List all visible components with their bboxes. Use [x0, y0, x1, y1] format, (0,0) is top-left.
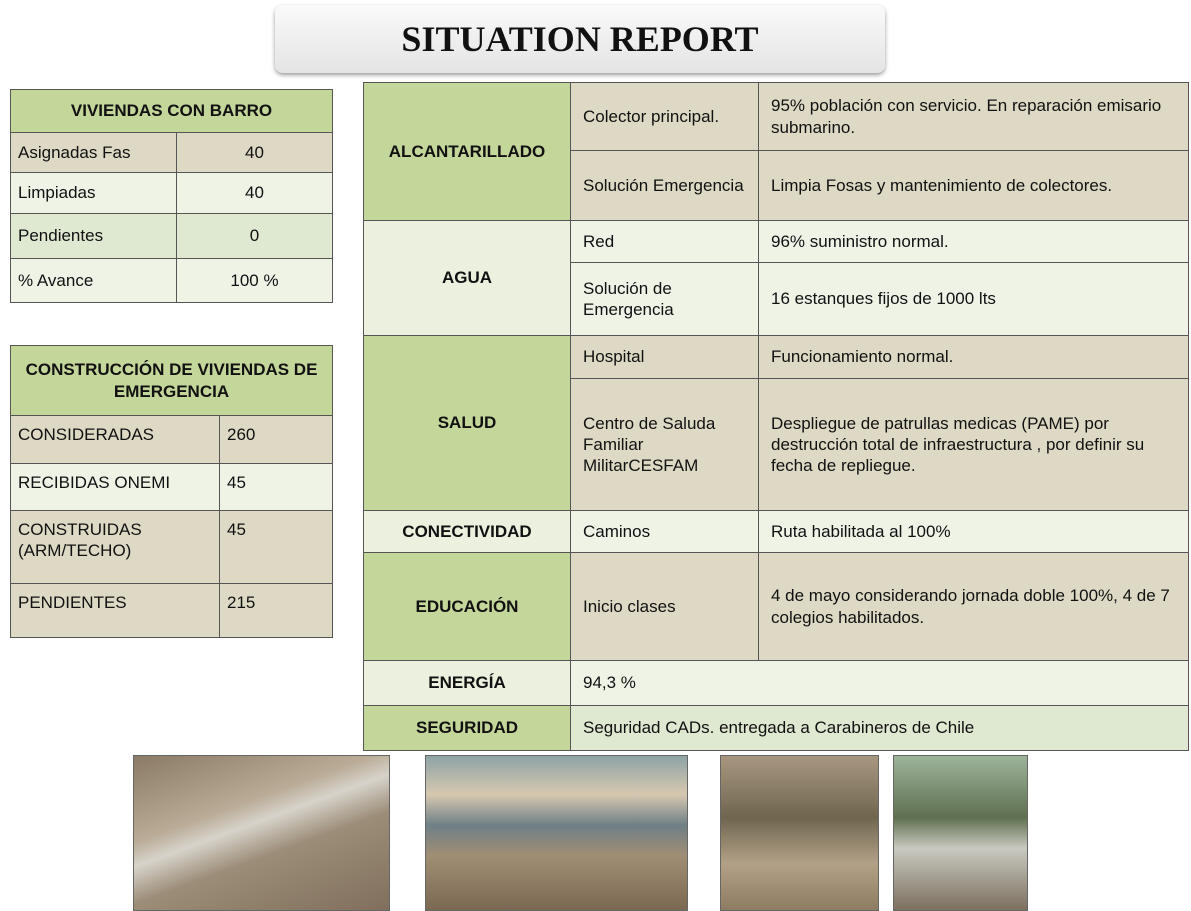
- detail: 96% suministro normal.: [759, 221, 1189, 263]
- item: Centro de Saluda Familiar MilitarCESFAM: [571, 379, 759, 511]
- row-label: PENDIENTES: [11, 584, 220, 638]
- photo: [893, 755, 1028, 911]
- row-label: Limpiadas: [11, 173, 177, 214]
- page: SITUATION REPORT VIVIENDAS CON BARROAsig…: [0, 0, 1191, 909]
- row-value: 45: [220, 511, 333, 584]
- row-label: Asignadas Fas: [11, 133, 177, 173]
- detail: Despliegue de patrullas medicas (PAME) p…: [759, 379, 1189, 511]
- item: Inicio clases: [571, 553, 759, 661]
- row-value: 40: [177, 173, 333, 214]
- section-label: SALUD: [364, 336, 571, 511]
- item: Red: [571, 221, 759, 263]
- detail: Seguridad CADs. entregada a Carabineros …: [571, 706, 1189, 751]
- row-value: 260: [220, 416, 333, 464]
- section-label: ALCANTARILLADO: [364, 83, 571, 221]
- photo: [133, 755, 390, 911]
- detail: Ruta habilitada al 100%: [759, 511, 1189, 553]
- table-header: VIVIENDAS CON BARRO: [11, 90, 333, 133]
- detail: 95% población con servicio. En reparació…: [759, 83, 1189, 151]
- row-value: 100 %: [177, 259, 333, 303]
- detail: 4 de mayo considerando jornada doble 100…: [759, 553, 1189, 661]
- item: Solución de Emergencia: [571, 263, 759, 336]
- item: Colector principal.: [571, 83, 759, 151]
- section-label: EDUCACIÓN: [364, 553, 571, 661]
- row-value: 45: [220, 464, 333, 511]
- row-value: 215: [220, 584, 333, 638]
- row-label: CONSIDERADAS: [11, 416, 220, 464]
- section-label: AGUA: [364, 221, 571, 336]
- item: Hospital: [571, 336, 759, 379]
- table-header: CONSTRUCCIÓN DE VIVIENDAS DE EMERGENCIA: [11, 346, 333, 416]
- row-label: % Avance: [11, 259, 177, 303]
- detail: 94,3 %: [571, 661, 1189, 706]
- section-label: ENERGÍA: [364, 661, 571, 706]
- row-label: RECIBIDAS ONEMI: [11, 464, 220, 511]
- detail: Limpia Fosas y mantenimiento de colector…: [759, 151, 1189, 221]
- photo: [720, 755, 879, 911]
- section-label: SEGURIDAD: [364, 706, 571, 751]
- item: Caminos: [571, 511, 759, 553]
- detail: 16 estanques fijos de 1000 lts: [759, 263, 1189, 336]
- row-value: 40: [177, 133, 333, 173]
- row-label: CONSTRUIDAS (ARM/TECHO): [11, 511, 220, 584]
- title: SITUATION REPORT: [275, 5, 885, 73]
- section-label: CONECTIVIDAD: [364, 511, 571, 553]
- row-value: 0: [177, 214, 333, 259]
- row-label: Pendientes: [11, 214, 177, 259]
- photo: [425, 755, 688, 911]
- item: Solución Emergencia: [571, 151, 759, 221]
- detail: Funcionamiento normal.: [759, 336, 1189, 379]
